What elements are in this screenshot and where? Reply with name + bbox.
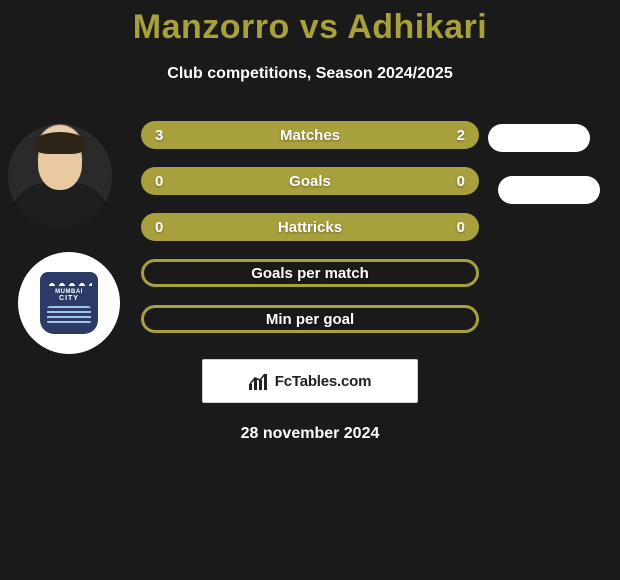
stat-right-value: 2 [457,127,465,144]
stat-row-hattricks: 0 Hattricks 0 [141,213,479,241]
brand-badge: FcTables.com [202,359,418,403]
stat-right-value: 0 [457,219,465,236]
stat-label: Matches [280,127,340,144]
stat-label: Goals [289,173,331,190]
stat-row-min-per-goal: Min per goal [141,305,479,333]
right-pill-1 [488,124,590,152]
club-badge: MUMBAI CITY [18,252,120,354]
stat-row-goals: 0 Goals 0 [141,167,479,195]
page-title: Manzorro vs Adhikari [0,0,620,47]
stat-row-goals-per-match: Goals per match [141,259,479,287]
stat-left-value: 0 [155,173,163,190]
bar-chart-icon [249,372,269,390]
stat-row-matches: 3 Matches 2 [141,121,479,149]
stat-label: Hattricks [278,219,342,236]
stat-left-value: 3 [155,127,163,144]
subtitle: Club competitions, Season 2024/2025 [0,65,620,83]
club-label-2: CITY [59,295,79,302]
stat-label: Goals per match [251,265,369,282]
avatar-hair [34,132,86,154]
shield-arcs [46,276,92,286]
date-label: 28 november 2024 [0,425,620,443]
stat-right-value: 0 [457,173,465,190]
brand-text: FcTables.com [275,373,372,390]
player-left-avatar [8,124,112,228]
shield-lines [47,306,91,324]
right-pill-2 [498,176,600,204]
stat-left-value: 0 [155,219,163,236]
stat-label: Min per goal [266,311,354,328]
club-shield: MUMBAI CITY [40,272,98,334]
